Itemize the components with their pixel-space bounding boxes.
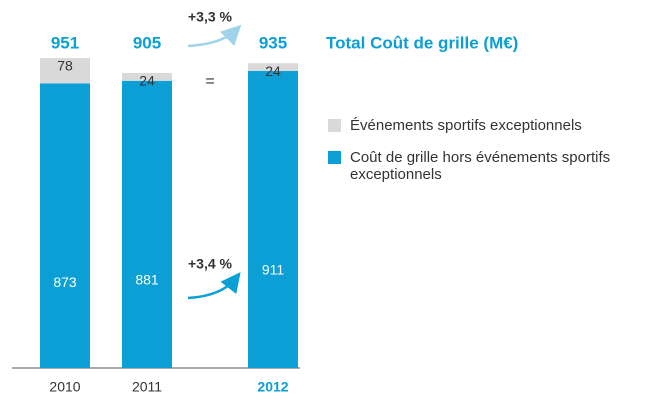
x-tick-label: 2012: [257, 379, 288, 395]
arrow: [187, 272, 241, 300]
bar-segment: [40, 57, 90, 84]
arrow: [187, 24, 242, 48]
bar-segment: [40, 83, 90, 368]
total-label: 935: [259, 33, 287, 52]
bar-segment: [122, 80, 172, 368]
value-label: 911: [262, 262, 285, 278]
annotation: =: [205, 73, 214, 90]
total-label: 905: [133, 33, 161, 52]
value-label: 881: [135, 271, 159, 287]
value-label: 24: [265, 63, 281, 79]
annotation: +3,3 %: [188, 9, 233, 25]
bar-segment: [122, 72, 172, 81]
legend-item: Coût de grille hors événements sportifs …: [328, 149, 648, 183]
legend-label: Coût de grille hors événements sportifs …: [350, 149, 611, 183]
x-tick-label: 2010: [49, 379, 80, 395]
value-label: 24: [139, 73, 155, 89]
legend-swatch: [328, 151, 341, 164]
bar-segment: [248, 63, 298, 72]
x-tick-label: 2011: [132, 379, 162, 395]
legend-label: Événements sportifs exceptionnels: [350, 117, 582, 134]
value-label: 873: [53, 274, 77, 290]
annotation: +3,4 %: [188, 256, 233, 272]
total-label: 951: [51, 33, 79, 52]
value-label: 78: [57, 58, 73, 74]
legend-swatch: [328, 119, 341, 132]
chart-title: Total Coût de grille (M€): [326, 33, 518, 52]
legend-item: Événements sportifs exceptionnels: [328, 117, 582, 134]
bar-segment: [248, 71, 298, 368]
